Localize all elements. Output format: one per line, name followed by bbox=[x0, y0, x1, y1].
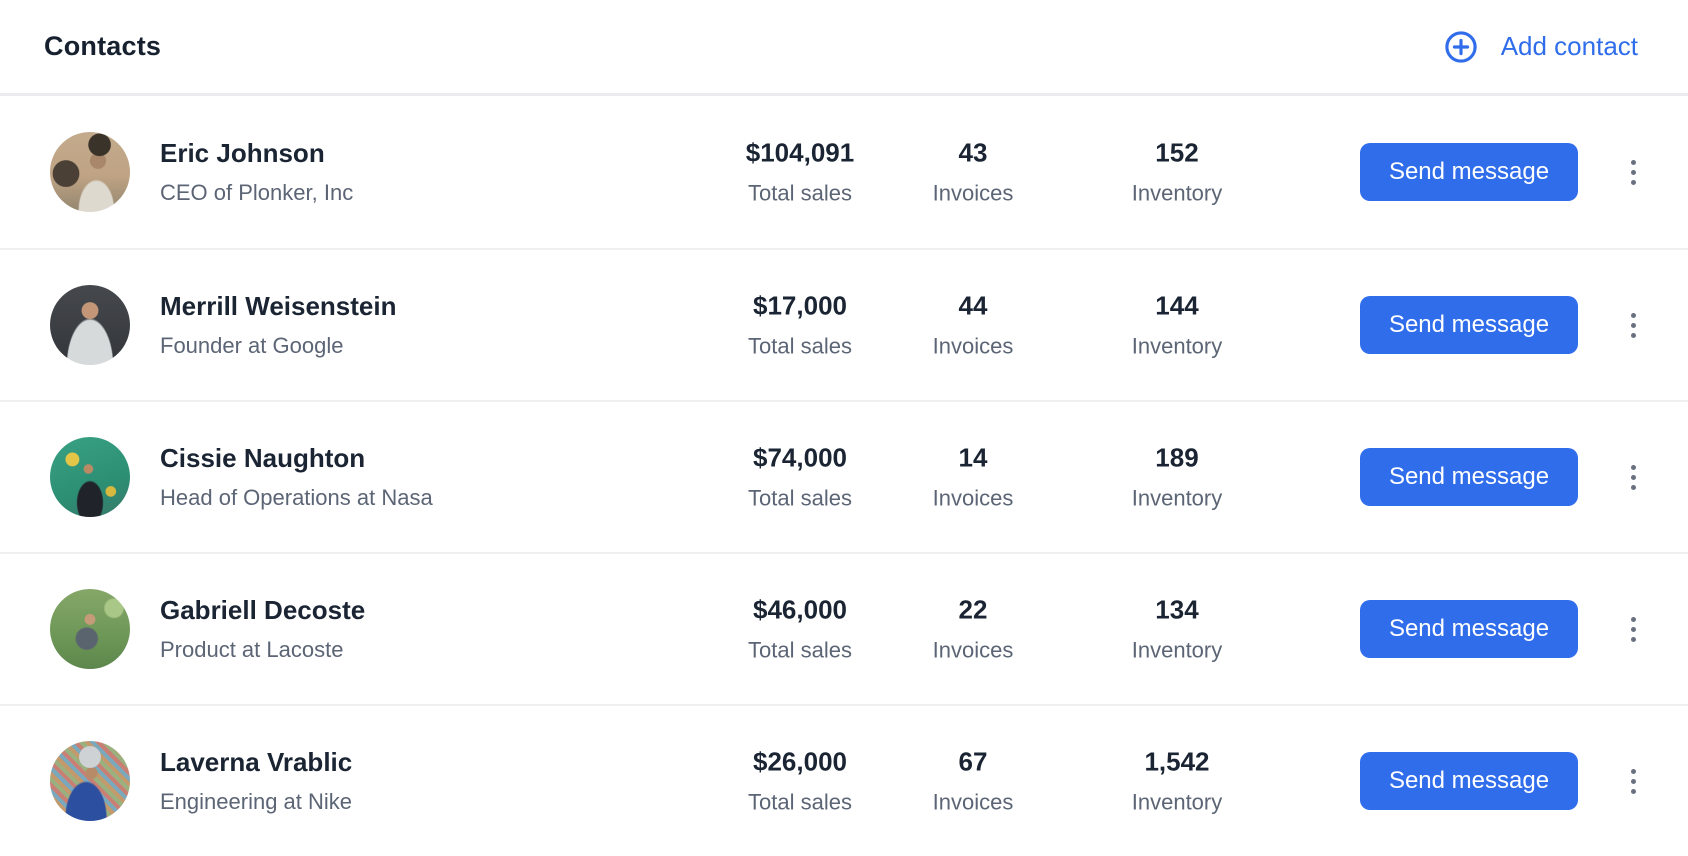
inventory-label: Inventory bbox=[1131, 180, 1223, 206]
contact-identity: Gabriell Decoste Product at Lacoste bbox=[50, 589, 365, 669]
contact-identity: Eric Johnson CEO of Plonker, Inc bbox=[50, 132, 353, 212]
contact-avatar bbox=[50, 589, 130, 669]
invoices-stat: 14 Invoices bbox=[873, 443, 1073, 512]
invoices-label: Invoices bbox=[932, 485, 1014, 511]
kebab-menu-icon[interactable] bbox=[1618, 455, 1648, 499]
total-sales-label: Total sales bbox=[748, 180, 852, 206]
contact-identity: Laverna Vrablic Engineering at Nike bbox=[50, 741, 352, 821]
total-sales-value: $17,000 bbox=[753, 290, 847, 321]
inventory-value: 152 bbox=[1155, 137, 1199, 168]
total-sales-stat: $26,000 Total sales bbox=[660, 747, 940, 816]
contact-row: Merrill Weisenstein Founder at Google $1… bbox=[0, 248, 1688, 400]
kebab-menu-icon[interactable] bbox=[1618, 150, 1648, 194]
kebab-menu-icon[interactable] bbox=[1618, 759, 1648, 803]
invoices-value: 14 bbox=[958, 442, 988, 473]
inventory-stat: 189 Inventory bbox=[1067, 443, 1287, 512]
send-message-button[interactable]: Send message bbox=[1360, 448, 1578, 506]
inventory-label: Inventory bbox=[1131, 485, 1223, 511]
contact-row: Cissie Naughton Head of Operations at Na… bbox=[0, 400, 1688, 552]
contact-role: Head of Operations at Nasa bbox=[160, 485, 433, 510]
contact-avatar bbox=[50, 132, 130, 212]
total-sales-label: Total sales bbox=[748, 333, 852, 359]
invoices-stat: 43 Invoices bbox=[873, 138, 1073, 207]
inventory-stat: 134 Inventory bbox=[1067, 595, 1287, 664]
contact-list: Eric Johnson CEO of Plonker, Inc $104,09… bbox=[0, 96, 1688, 856]
total-sales-stat: $17,000 Total sales bbox=[660, 291, 940, 360]
inventory-stat: 1,542 Inventory bbox=[1067, 747, 1287, 816]
contact-role: CEO of Plonker, Inc bbox=[160, 180, 354, 205]
inventory-value: 1,542 bbox=[1144, 746, 1210, 777]
contact-identity: Merrill Weisenstein Founder at Google bbox=[50, 285, 397, 365]
contact-row: Laverna Vrablic Engineering at Nike $26,… bbox=[0, 704, 1688, 856]
send-message-button[interactable]: Send message bbox=[1360, 143, 1578, 201]
inventory-stat: 144 Inventory bbox=[1067, 291, 1287, 360]
contacts-header: Contacts Add contact bbox=[0, 0, 1688, 96]
contact-name: Cissie Naughton bbox=[160, 443, 366, 473]
inventory-value: 134 bbox=[1155, 594, 1199, 625]
contact-name: Merrill Weisenstein bbox=[160, 291, 397, 321]
add-contact-label: Add contact bbox=[1500, 31, 1638, 61]
contact-row: Gabriell Decoste Product at Lacoste $46,… bbox=[0, 552, 1688, 704]
total-sales-label: Total sales bbox=[748, 485, 852, 511]
invoices-value: 44 bbox=[958, 290, 988, 321]
total-sales-value: $26,000 bbox=[753, 746, 847, 777]
contact-identity: Cissie Naughton Head of Operations at Na… bbox=[50, 437, 433, 517]
total-sales-value: $104,091 bbox=[745, 137, 855, 168]
invoices-label: Invoices bbox=[932, 789, 1014, 815]
invoices-label: Invoices bbox=[932, 637, 1014, 663]
send-message-button[interactable]: Send message bbox=[1360, 752, 1578, 810]
inventory-label: Inventory bbox=[1131, 333, 1223, 359]
total-sales-label: Total sales bbox=[748, 637, 852, 663]
inventory-label: Inventory bbox=[1131, 637, 1223, 663]
invoices-stat: 22 Invoices bbox=[873, 595, 1073, 664]
total-sales-stat: $46,000 Total sales bbox=[660, 595, 940, 664]
invoices-label: Invoices bbox=[932, 180, 1014, 206]
send-message-button[interactable]: Send message bbox=[1360, 296, 1578, 354]
invoices-label: Invoices bbox=[932, 333, 1014, 359]
contact-row: Eric Johnson CEO of Plonker, Inc $104,09… bbox=[0, 96, 1688, 248]
invoices-value: 22 bbox=[958, 594, 988, 625]
kebab-menu-icon[interactable] bbox=[1618, 303, 1648, 347]
invoices-value: 43 bbox=[958, 137, 988, 168]
contact-role: Engineering at Nike bbox=[160, 789, 353, 814]
contact-role: Founder at Google bbox=[160, 333, 344, 358]
contact-avatar bbox=[50, 437, 130, 517]
total-sales-value: $74,000 bbox=[753, 442, 847, 473]
invoices-stat: 67 Invoices bbox=[873, 747, 1073, 816]
kebab-menu-icon[interactable] bbox=[1618, 607, 1648, 651]
contact-name: Laverna Vrablic bbox=[160, 747, 353, 777]
contact-avatar bbox=[50, 285, 130, 365]
add-contact-button[interactable]: Add contact bbox=[1443, 29, 1638, 65]
inventory-stat: 152 Inventory bbox=[1067, 138, 1287, 207]
inventory-value: 144 bbox=[1155, 290, 1199, 321]
total-sales-stat: $104,091 Total sales bbox=[660, 138, 940, 207]
contact-name: Eric Johnson bbox=[160, 138, 325, 168]
invoices-stat: 44 Invoices bbox=[873, 291, 1073, 360]
total-sales-value: $46,000 bbox=[753, 594, 847, 625]
invoices-value: 67 bbox=[958, 746, 988, 777]
contact-role: Product at Lacoste bbox=[160, 637, 344, 662]
plus-circle-icon bbox=[1443, 29, 1479, 65]
total-sales-label: Total sales bbox=[748, 789, 852, 815]
total-sales-stat: $74,000 Total sales bbox=[660, 443, 940, 512]
page-title: Contacts bbox=[44, 31, 162, 61]
inventory-value: 189 bbox=[1155, 442, 1199, 473]
contact-avatar bbox=[50, 741, 130, 821]
send-message-button[interactable]: Send message bbox=[1360, 600, 1578, 658]
contact-name: Gabriell Decoste bbox=[160, 595, 366, 625]
inventory-label: Inventory bbox=[1131, 789, 1223, 815]
